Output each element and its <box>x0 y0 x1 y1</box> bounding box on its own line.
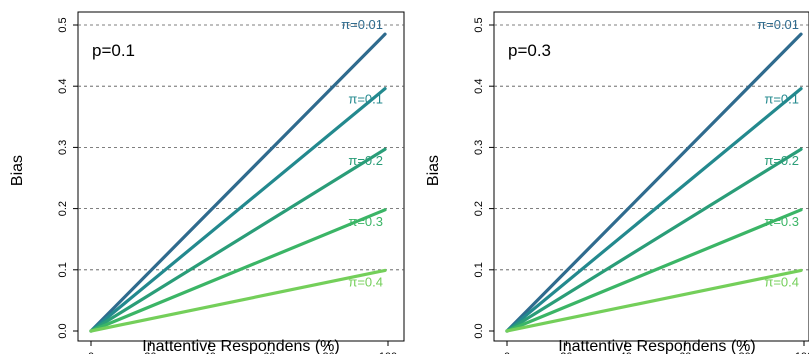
plot-frame <box>493 11 809 342</box>
chart-panel-left: 0 20 40 60 80 100 0.0 0.1 0.2 0.3 0.4 0.5 Inattentiv… <box>9 11 405 354</box>
x-tick-label: 100 <box>795 351 809 354</box>
y-tick-label: 0.0 <box>473 323 485 338</box>
x-tick-label: 80 <box>738 351 750 354</box>
series-label: π=0.4 <box>764 274 799 289</box>
y-axis-title: Bias <box>425 155 442 186</box>
x-axis-title: Inattentive Respondens (%) <box>142 338 339 354</box>
y-tick-label: 0.5 <box>473 17 485 32</box>
series-line <box>89 147 387 333</box>
x-tick-label: 80 <box>322 351 334 354</box>
y-tick-label: 0.3 <box>473 140 485 155</box>
plot-frame <box>77 11 405 342</box>
series-label: π=0.01 <box>757 17 799 32</box>
series-line <box>505 87 803 333</box>
series-label: π=0.1 <box>764 92 799 107</box>
series-line <box>505 147 803 333</box>
x-tick-label: 20 <box>144 351 156 354</box>
y-tick-label: 0.3 <box>57 140 69 155</box>
series-line <box>89 87 387 333</box>
x-tick-label: 40 <box>204 351 216 354</box>
series-line <box>89 32 387 333</box>
chart-panel-right: 0 20 40 60 80 100 0.0 0.1 0.2 0.3 0.4 0.5 Inattentiv… <box>425 11 809 354</box>
y-tick-label: 0.2 <box>473 201 485 216</box>
y-tick-label: 0.4 <box>473 79 485 94</box>
series-line <box>505 32 803 333</box>
x-tick-label: 60 <box>679 351 691 354</box>
y-tick-label: 0.1 <box>473 262 485 277</box>
y-tick-label: 0.5 <box>57 17 69 32</box>
series-line <box>505 268 803 333</box>
y-tick-label: 0.1 <box>57 262 69 277</box>
y-axis-title: Bias <box>9 155 26 186</box>
panel-label: p=0.3 <box>508 41 551 60</box>
series-label: π=0.3 <box>764 214 799 229</box>
x-tick-label: 0 <box>504 351 510 354</box>
series-line <box>89 208 387 333</box>
x-tick-label: 100 <box>379 351 397 354</box>
series-label: π=0.2 <box>348 153 383 168</box>
series-label: π=0.1 <box>348 92 383 107</box>
series-label: π=0.01 <box>341 17 383 32</box>
series-label: π=0.4 <box>348 274 383 289</box>
series-label: π=0.3 <box>348 214 383 229</box>
panel-label: p=0.1 <box>92 41 135 60</box>
y-tick-label: 0.4 <box>57 79 69 94</box>
series-line <box>505 208 803 333</box>
x-tick-label: 20 <box>560 351 572 354</box>
x-tick-label: 60 <box>263 351 275 354</box>
y-tick-label: 0.2 <box>57 201 69 216</box>
x-axis-title: Inattentive Respondens (%) <box>558 338 755 354</box>
x-tick-label: 0 <box>88 351 94 354</box>
series-line <box>89 268 387 333</box>
series-label: π=0.2 <box>764 153 799 168</box>
y-tick-label: 0.0 <box>57 323 69 338</box>
x-tick-label: 40 <box>620 351 632 354</box>
